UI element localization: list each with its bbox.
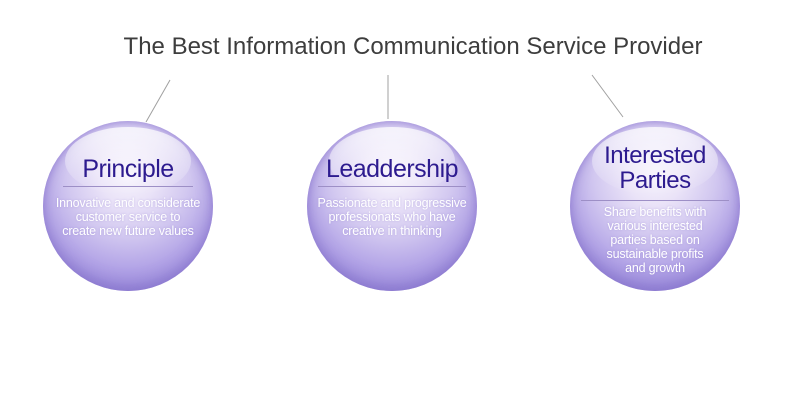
sphere-body-line: various interested [607,219,703,233]
sphere-interested-parties: Interested Parties Share benefits with v… [570,121,740,291]
sphere-principle: Principle Innovative and considerate cus… [43,121,213,291]
sphere-heading-line: Leaddership [325,155,459,183]
connector-line-interested-parties [591,74,624,118]
sphere-body-line: Passionate and progressive [317,196,467,210]
sphere-heading-line: Parties [619,167,691,194]
sphere-body-line: Share benefits with [603,205,707,219]
sphere-body-line: creative in thinking [342,224,442,238]
page-title: The Best Information Communication Servi… [123,33,703,60]
sphere-body-line: customer service to [75,210,181,224]
sphere-description: Share benefits with various interested p… [570,205,740,275]
separator-line [63,186,193,187]
sphere-heading-line: Principle [82,155,174,183]
sphere-body-line: sustainable profits [606,247,704,261]
sphere-description: Passionate and progressive professionats… [307,196,477,238]
sphere-leadership: Leaddership Passionate and progressive p… [307,121,477,291]
sphere-heading: Interested Parties [570,143,740,193]
separator-line [581,200,729,201]
sphere-description: Innovative and considerate customer serv… [43,196,213,238]
sphere-body-line: create new future values [62,224,194,238]
sphere-body-line: Innovative and considerate [55,196,201,210]
connector-line-principle [145,79,171,123]
sphere-body-line: and growth [625,261,685,275]
sphere-body-line: parties based on [610,233,700,247]
sphere-heading-line: Interested [604,142,706,169]
separator-line [318,186,466,187]
sphere-heading: Principle [43,155,213,183]
sphere-body-line: professionats who have [328,210,456,224]
sphere-heading: Leaddership [307,155,477,183]
